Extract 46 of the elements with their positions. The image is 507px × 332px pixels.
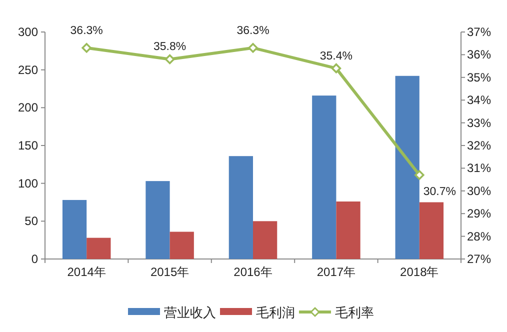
- y2-tick-label: 27%: [467, 252, 492, 266]
- data-label: 30.7%: [423, 186, 456, 198]
- bar: [228, 156, 253, 259]
- y2-tick-label: 32%: [467, 138, 492, 152]
- point: [164, 54, 175, 64]
- x-tick-label: 2018年: [400, 265, 439, 279]
- legend-label: 毛利润: [256, 305, 295, 320]
- y2-tick-label: 30%: [467, 184, 492, 198]
- legend-label: 毛利率: [335, 305, 374, 320]
- y-tick-label: 0: [31, 252, 38, 266]
- y2-tick-label: 28%: [467, 229, 492, 244]
- bar: [312, 96, 336, 259]
- bar: [62, 200, 87, 259]
- y2-tick-label: 35%: [467, 70, 492, 84]
- data-label: 35.8%: [153, 41, 186, 54]
- y2-tick-label: 31%: [467, 161, 492, 176]
- data-label: 36.3%: [70, 24, 103, 37]
- point: [248, 42, 258, 53]
- y2-tick-label: 37%: [467, 25, 492, 39]
- legend-label: 营业收入: [164, 305, 216, 320]
- bar: [253, 221, 278, 259]
- y-tick-label: 200: [18, 100, 38, 115]
- bar: [170, 232, 194, 259]
- bar: [146, 181, 170, 259]
- x-tick-label: 2014年: [67, 265, 106, 279]
- data-label: 35.4%: [320, 50, 353, 62]
- y-tick-label: 150: [18, 138, 38, 152]
- bar: [395, 76, 420, 259]
- point: [414, 170, 424, 180]
- point: [82, 42, 92, 53]
- x-tick-label: 2017年: [316, 265, 356, 279]
- point: [331, 63, 342, 74]
- y-tick-label: 50: [24, 214, 38, 228]
- bar: [336, 201, 360, 259]
- x-tick-label: 2015年: [150, 265, 190, 279]
- y-tick-label: 300: [18, 25, 38, 39]
- x-tick-label: 2016年: [234, 265, 272, 279]
- bar: [419, 202, 444, 259]
- y2-tick-label: 34%: [467, 93, 492, 108]
- y-tick-label: 250: [18, 62, 38, 77]
- y2-tick-label: 29%: [467, 206, 492, 221]
- y2-tick-label: 33%: [467, 116, 492, 130]
- y-tick-label: 100: [18, 176, 38, 190]
- y2-tick-label: 36%: [467, 48, 492, 62]
- bar: [86, 238, 111, 259]
- data-label: 36.3%: [236, 24, 270, 37]
